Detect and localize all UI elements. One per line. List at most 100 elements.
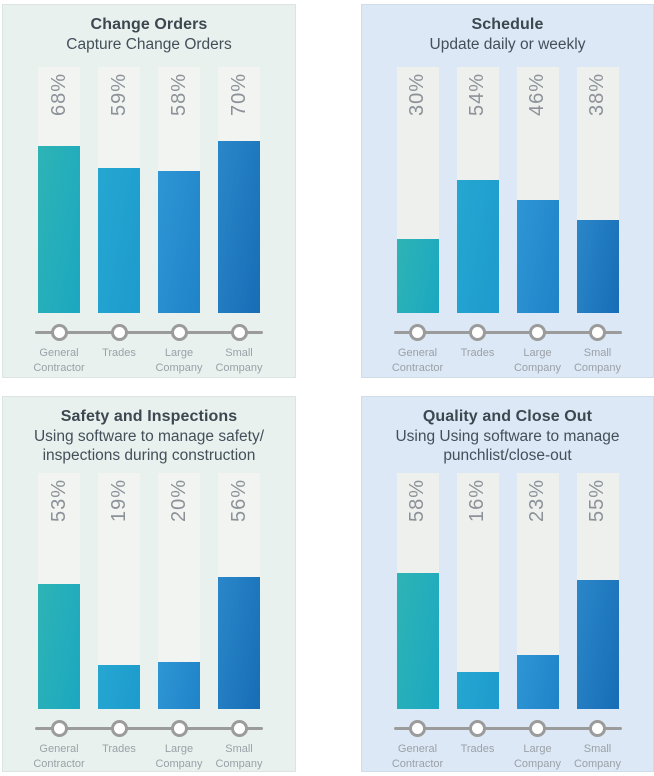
- bar-value-label: 55%: [586, 479, 608, 523]
- bar-value-label: 53%: [47, 479, 70, 523]
- chart-subtitle: Update daily or weekly: [429, 36, 586, 53]
- bar: [158, 662, 200, 710]
- bar: [396, 239, 439, 314]
- bar: [98, 168, 140, 314]
- axis-dot-icon: [469, 720, 486, 738]
- axis-dot-icon: [409, 720, 426, 738]
- chart-panel-quality-closeout: Quality and Close Out Using Using softwa…: [361, 396, 654, 772]
- axis-marker: [577, 324, 619, 342]
- bar-track: 16%: [456, 473, 499, 710]
- category-label: Large Company: [513, 743, 562, 770]
- axis-line: [393, 331, 622, 335]
- bar-track: 55%: [576, 473, 619, 710]
- axis-marker: [517, 720, 559, 738]
- bar-track: 70%: [218, 67, 260, 314]
- bar-track: 53%: [38, 473, 80, 710]
- axis-marker: [397, 324, 439, 342]
- axis-dot-icon: [110, 324, 128, 342]
- bar: [98, 664, 140, 710]
- bar-track: 38%: [576, 67, 619, 314]
- axis-dot-icon: [170, 324, 188, 342]
- bar-value-label: 68%: [47, 73, 70, 117]
- axis-dot-icon: [469, 324, 486, 342]
- axis-dot-icon: [529, 324, 546, 342]
- axis-dot-icon: [50, 720, 68, 738]
- axis-marker: [38, 720, 80, 738]
- axis-dot-icon: [589, 324, 606, 342]
- axis-marker: [397, 720, 439, 738]
- axis-marker: [218, 324, 260, 342]
- bar-track: 68%: [38, 67, 80, 314]
- axis-marker: [517, 324, 559, 342]
- bar-value-label: 38%: [586, 73, 608, 117]
- bar-value-label: 23%: [526, 479, 548, 523]
- bar-value-label: 70%: [227, 73, 250, 117]
- chart-subtitle: Capture Change Orders: [66, 36, 232, 53]
- bar: [576, 219, 619, 314]
- chart-panel-change-orders: Change Orders Capture Change Orders 68% 5…: [2, 4, 296, 378]
- bar-track: 58%: [396, 473, 439, 710]
- category-labels: General Contractor Trades Large Company Sma…: [388, 742, 628, 771]
- axis-dots: [35, 720, 263, 738]
- bar: [218, 577, 260, 710]
- axis-dot-icon: [589, 720, 606, 738]
- category-label: General Contractor: [391, 743, 444, 770]
- bars-area: 30% 54% 46% 38%: [396, 67, 619, 314]
- bar-value-label: 30%: [406, 73, 428, 117]
- axis-dot-icon: [230, 720, 248, 738]
- bar-track: 23%: [516, 473, 559, 710]
- bars-area: 53% 19% 20% 56%: [38, 473, 260, 710]
- bars-area: 68% 59% 58% 70%: [38, 67, 260, 314]
- category-label: Large Company: [155, 347, 203, 374]
- category-labels: General Contractor Trades Large Company Sma…: [29, 742, 269, 771]
- bar-track: 20%: [158, 473, 200, 710]
- category-label: Trades: [460, 743, 495, 756]
- bar: [456, 180, 499, 314]
- bars-area: 58% 16% 23% 55%: [396, 473, 619, 710]
- axis-line: [35, 331, 263, 335]
- bar: [576, 579, 619, 710]
- category-labels: General Contractor Trades Large Company Sma…: [29, 346, 269, 375]
- bar-value-label: 19%: [107, 479, 130, 523]
- category-label: Small Company: [215, 743, 263, 770]
- bar-value-label: 54%: [466, 73, 488, 117]
- category-label: General Contractor: [391, 347, 444, 374]
- axis-dot-icon: [170, 720, 188, 738]
- category-label: Trades: [102, 743, 136, 756]
- bar-track: 46%: [516, 67, 559, 314]
- axis-marker: [98, 720, 140, 738]
- axis-dots: [393, 324, 622, 342]
- axis-marker: [98, 324, 140, 342]
- bar: [396, 572, 439, 710]
- axis-dots: [393, 720, 622, 738]
- bar-track: 19%: [98, 473, 140, 710]
- category-label: Small Company: [573, 743, 622, 770]
- bar-track: 58%: [158, 67, 200, 314]
- axis-marker: [457, 324, 499, 342]
- bar: [38, 584, 80, 710]
- axis-marker: [218, 720, 260, 738]
- bar-value-label: 46%: [526, 73, 548, 117]
- axis-line: [35, 727, 263, 731]
- bar-track: 59%: [98, 67, 140, 314]
- chart-title: Schedule: [471, 16, 544, 33]
- category-label: General Contractor: [33, 743, 85, 770]
- category-label: General Contractor: [33, 347, 85, 374]
- axis-dot-icon: [409, 324, 426, 342]
- bar-value-label: 16%: [466, 479, 488, 523]
- axis-dot-icon: [50, 324, 68, 342]
- chart-subtitle: Using software to manage safety/ inspect…: [33, 428, 265, 465]
- bar-track: 56%: [218, 473, 260, 710]
- chart-title: Quality and Close Out: [422, 408, 593, 425]
- axis-line: [393, 727, 622, 731]
- bar-value-label: 59%: [107, 73, 130, 117]
- category-label: Small Company: [215, 347, 263, 374]
- bar: [158, 170, 200, 314]
- bar: [516, 655, 559, 710]
- bar-value-label: 58%: [406, 479, 428, 523]
- axis-dots: [35, 324, 263, 342]
- category-label: Trades: [102, 347, 136, 360]
- category-label: Large Company: [513, 347, 562, 374]
- bar-track: 30%: [396, 67, 439, 314]
- category-label: Large Company: [155, 743, 203, 770]
